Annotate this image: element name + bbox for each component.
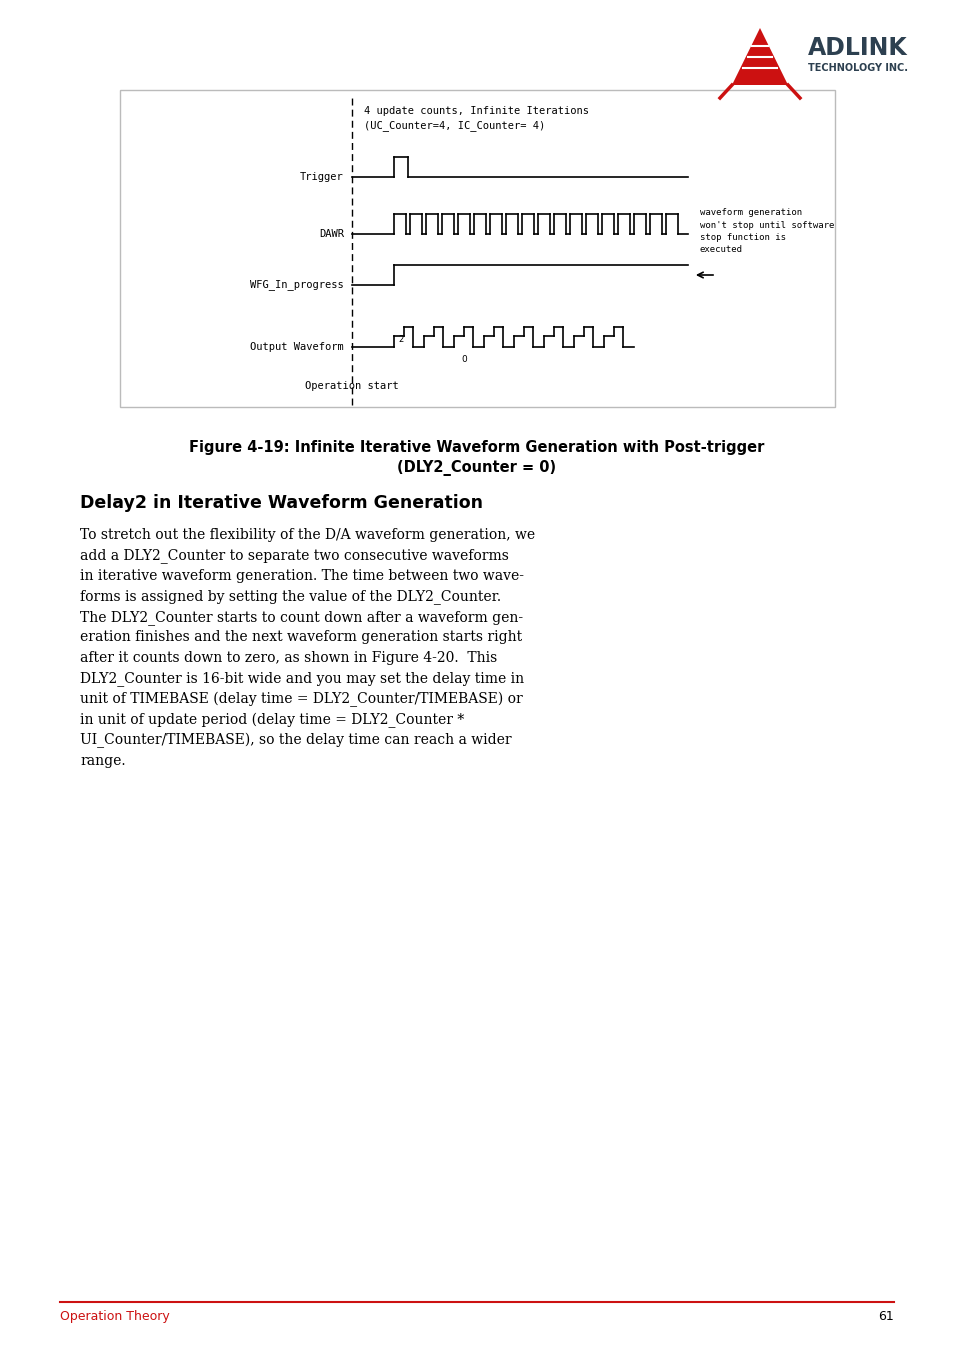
Text: range.: range.	[80, 753, 126, 768]
Text: unit of TIMEBASE (delay time = DLY2_Counter/TIMEBASE) or: unit of TIMEBASE (delay time = DLY2_Coun…	[80, 692, 522, 707]
Text: add a DLY2_Counter to separate two consecutive waveforms: add a DLY2_Counter to separate two conse…	[80, 549, 508, 564]
Text: in iterative waveform generation. The time between two wave-: in iterative waveform generation. The ti…	[80, 569, 523, 583]
Text: forms is assigned by setting the value of the DLY2_Counter.: forms is assigned by setting the value o…	[80, 589, 500, 604]
Text: Operation Theory: Operation Theory	[60, 1310, 170, 1324]
Text: 0: 0	[460, 356, 466, 364]
Text: TECHNOLOGY INC.: TECHNOLOGY INC.	[807, 64, 907, 73]
Text: waveform generation
won't stop until software
stop function is
executed: waveform generation won't stop until sof…	[700, 208, 834, 254]
Text: The DLY2_Counter starts to count down after a waveform gen-: The DLY2_Counter starts to count down af…	[80, 610, 522, 625]
Text: Delay2 in Iterative Waveform Generation: Delay2 in Iterative Waveform Generation	[80, 493, 482, 512]
Text: UI_Counter/TIMEBASE), so the delay time can reach a wider: UI_Counter/TIMEBASE), so the delay time …	[80, 733, 511, 748]
Text: (UC_Counter=4, IC_Counter= 4): (UC_Counter=4, IC_Counter= 4)	[364, 120, 545, 131]
Polygon shape	[731, 28, 787, 85]
Text: after it counts down to zero, as shown in Figure 4-20.  This: after it counts down to zero, as shown i…	[80, 652, 497, 665]
Text: DAWR: DAWR	[318, 228, 344, 239]
Text: 4 update counts, Infinite Iterations: 4 update counts, Infinite Iterations	[364, 105, 588, 116]
Bar	[120, 91, 834, 407]
Text: 61: 61	[878, 1310, 893, 1324]
Text: eration finishes and the next waveform generation starts right: eration finishes and the next waveform g…	[80, 630, 521, 645]
Text: ADLINK: ADLINK	[807, 37, 907, 59]
Text: DLY2_Counter is 16-bit wide and you may set the delay time in: DLY2_Counter is 16-bit wide and you may …	[80, 672, 523, 687]
Text: 2: 2	[397, 335, 403, 343]
Text: Trigger: Trigger	[300, 172, 344, 183]
Text: Figure 4-19: Infinite Iterative Waveform Generation with Post-trigger: Figure 4-19: Infinite Iterative Waveform…	[189, 439, 764, 456]
Text: WFG_In_progress: WFG_In_progress	[250, 280, 344, 291]
Text: To stretch out the flexibility of the D/A waveform generation, we: To stretch out the flexibility of the D/…	[80, 529, 535, 542]
Text: in unit of update period (delay time = DLY2_Counter *: in unit of update period (delay time = D…	[80, 713, 464, 727]
Text: Operation start: Operation start	[305, 381, 398, 391]
Text: (DLY2_Counter = 0): (DLY2_Counter = 0)	[397, 460, 556, 476]
Text: Output Waveform: Output Waveform	[250, 342, 344, 352]
